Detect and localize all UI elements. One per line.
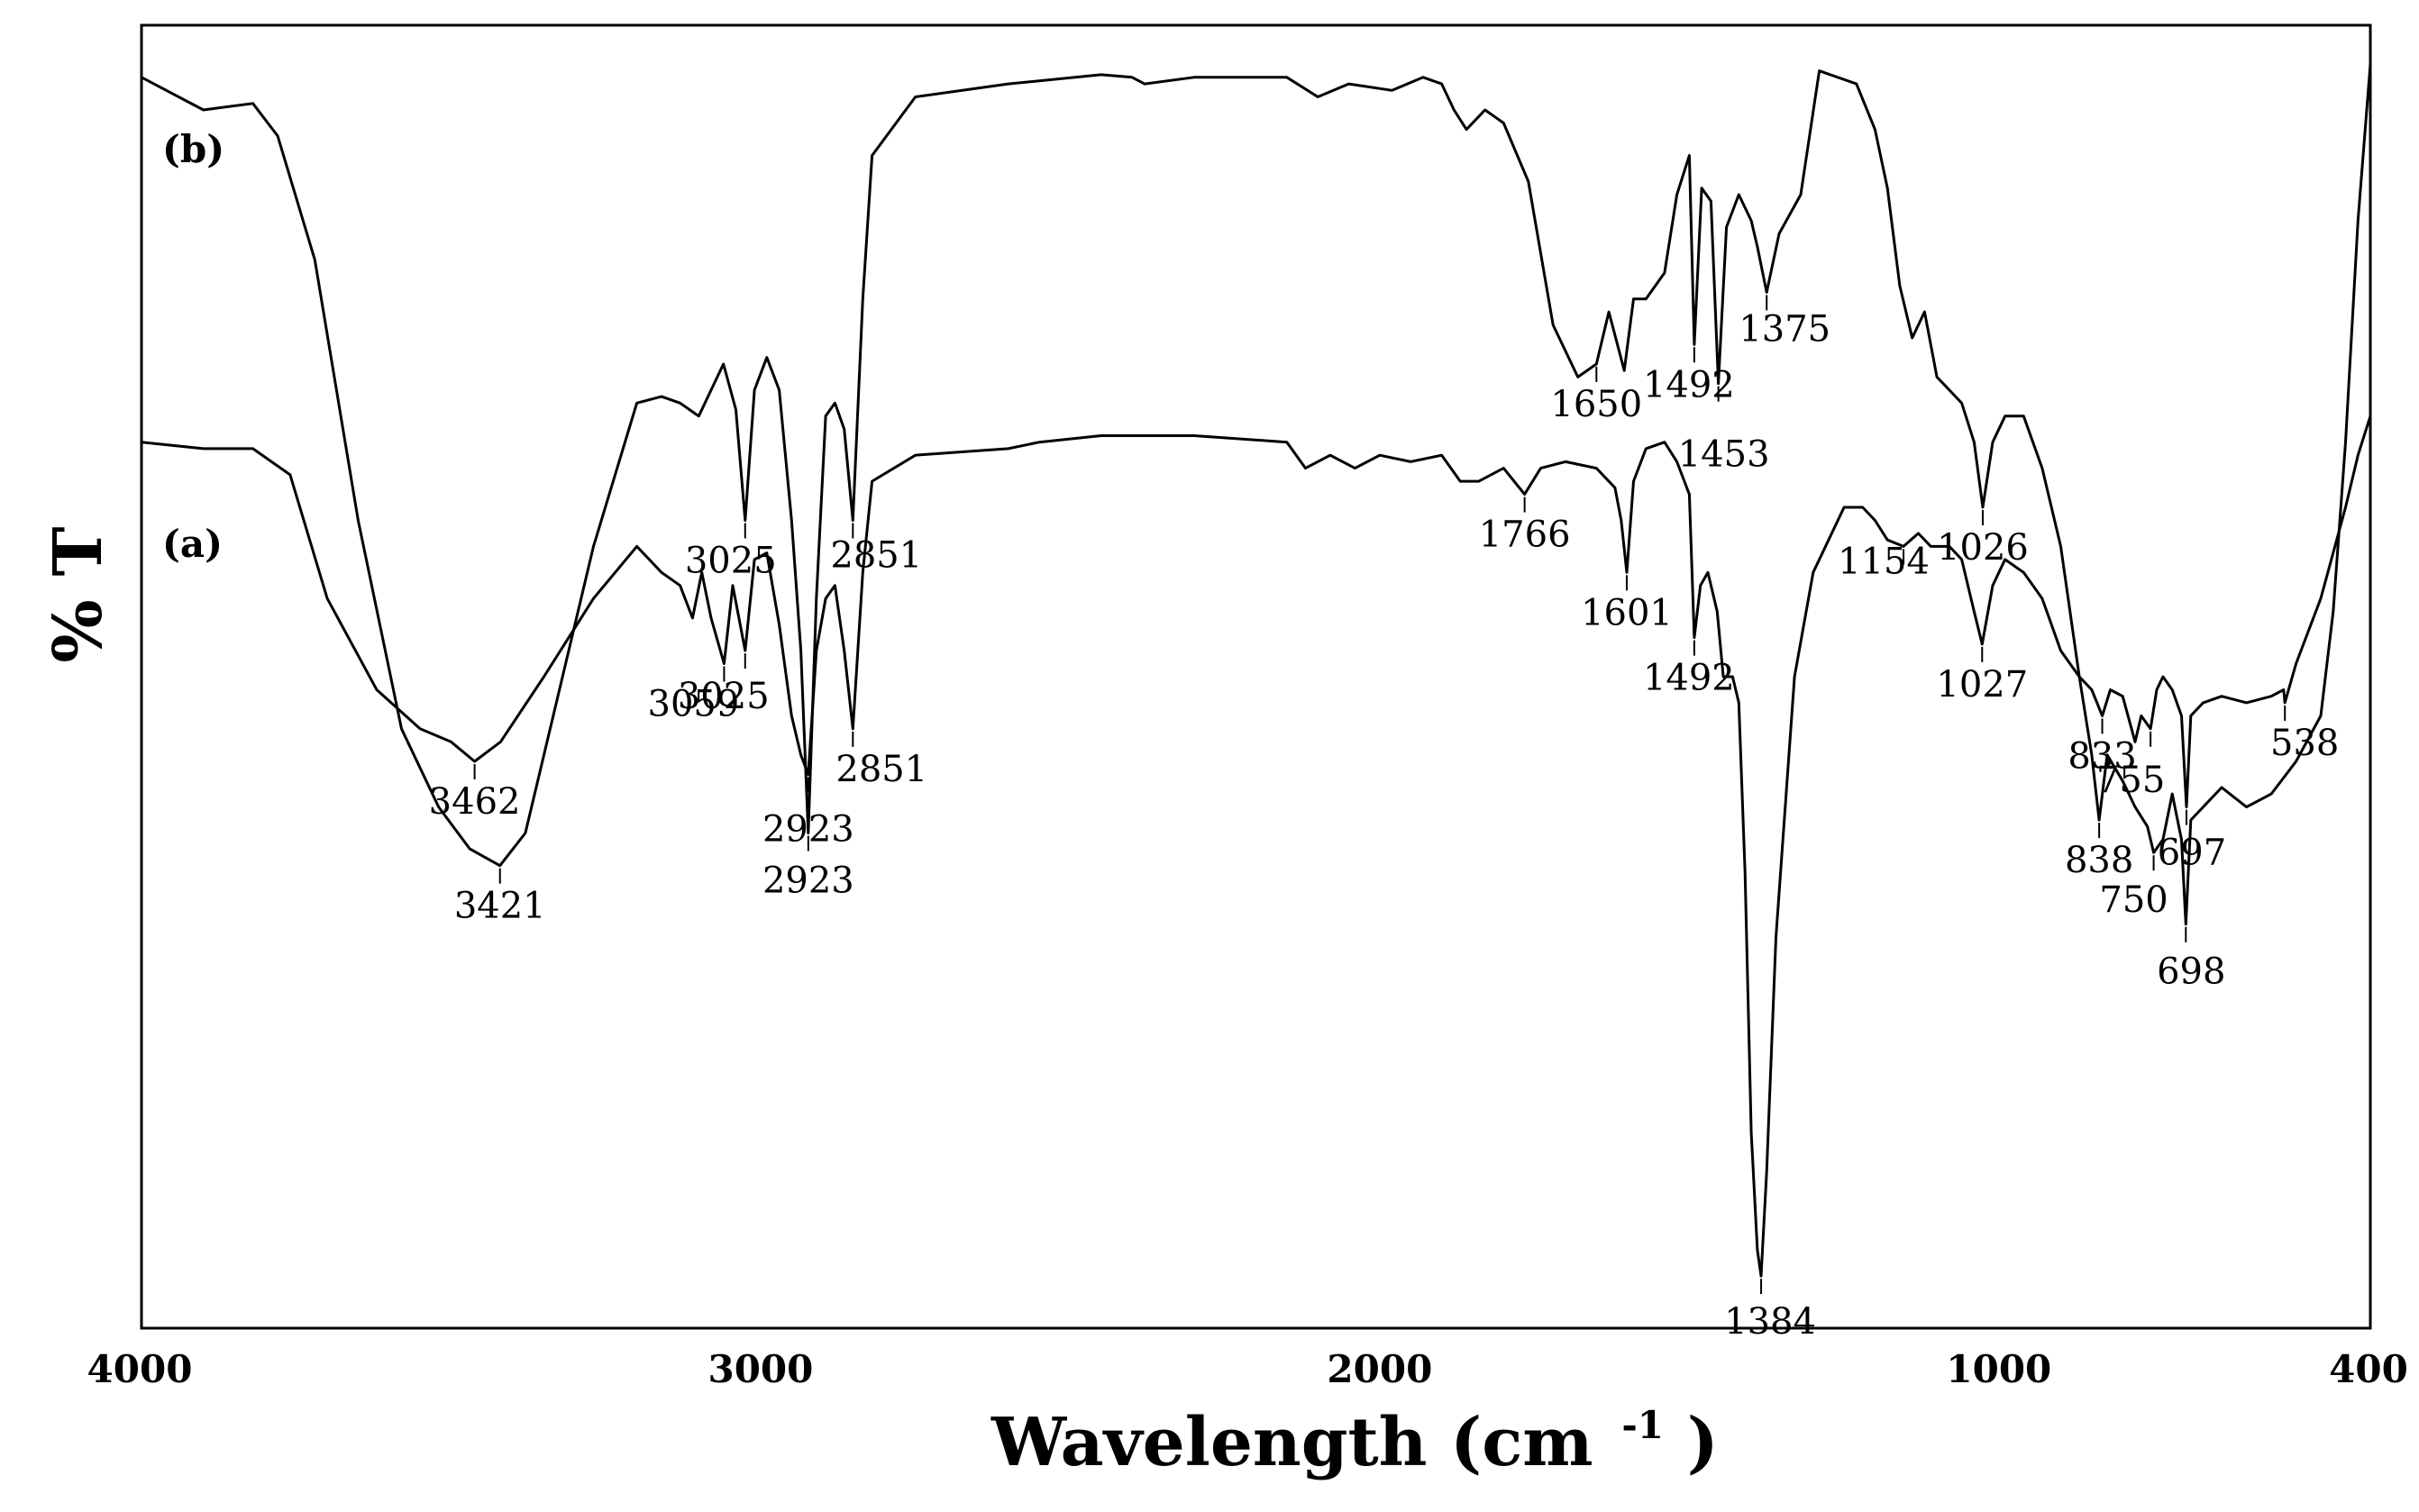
x-tick-1000: 1000 <box>1946 1347 2051 1391</box>
peak-label-b-2923: 2923 <box>762 861 854 902</box>
peak-label-b-838: 838 <box>2065 840 2133 881</box>
peak-label-a-697: 697 <box>2158 833 2226 874</box>
peak-label-b-2851: 2851 <box>830 534 922 576</box>
peak-label-a-1492: 1492 <box>1643 658 1735 699</box>
series-label-a: (a) <box>162 522 223 566</box>
plot-frame <box>140 23 2372 1330</box>
peak-label-a-538: 538 <box>2270 723 2339 764</box>
peak-label-b-3025: 3025 <box>685 540 777 581</box>
peak-label-a-1601: 1601 <box>1581 592 1673 633</box>
x-axis-title-close: ) <box>1687 1404 1719 1481</box>
peak-label-b-1026: 1026 <box>1937 527 2029 569</box>
series-line-b <box>141 64 2372 926</box>
x-axis-title: Wavelength (cm -1 ) <box>990 1377 1719 1481</box>
peak-label-a-1384: 1384 <box>1724 1301 1816 1343</box>
peak-label-b-3421: 3421 <box>454 886 546 927</box>
peak-label-a-3462: 3462 <box>429 781 521 823</box>
peak-label-a-2923: 2923 <box>762 808 854 850</box>
x-tick-400: 400 <box>2329 1347 2408 1391</box>
peak-label-a-3059: 3059 <box>648 684 740 725</box>
x-tick-2000: 2000 <box>1327 1347 1432 1391</box>
x-axis-title-superscript: -1 <box>1621 1403 1664 1447</box>
x-tick-labels: 4000 3000 2000 1000 400 <box>87 1347 2408 1391</box>
peak-label-a-1766: 1766 <box>1479 515 1571 556</box>
peak-label-a-3025: 3025 <box>678 676 770 717</box>
peak-label-b-750: 750 <box>2099 879 2168 921</box>
peak-label-a-1027: 1027 <box>1936 664 2028 706</box>
peak-label-b-1375: 1375 <box>1739 308 1830 350</box>
traces-layer <box>141 64 2372 1278</box>
series-label-b: (b) <box>162 127 224 171</box>
x-tick-3000: 3000 <box>707 1347 813 1391</box>
peak-label-b-1453: 1453 <box>1678 434 1770 476</box>
x-axis-title-main: Wavelength (cm <box>990 1404 1593 1481</box>
peak-label-a-2851: 2851 <box>835 749 927 790</box>
y-axis-title: % T <box>40 526 117 662</box>
peak-label-a-1154: 1154 <box>1838 541 1930 582</box>
peak-label-b-1492: 1492 <box>1643 364 1735 405</box>
peak-label-a-755: 755 <box>2096 760 2165 801</box>
peak-label-a-833: 833 <box>2068 735 2136 777</box>
x-tick-4000: 4000 <box>87 1347 193 1391</box>
series-line-a <box>141 415 2372 1278</box>
peak-label-b-1650: 1650 <box>1550 384 1642 425</box>
peak-label-b-698: 698 <box>2157 952 2225 993</box>
